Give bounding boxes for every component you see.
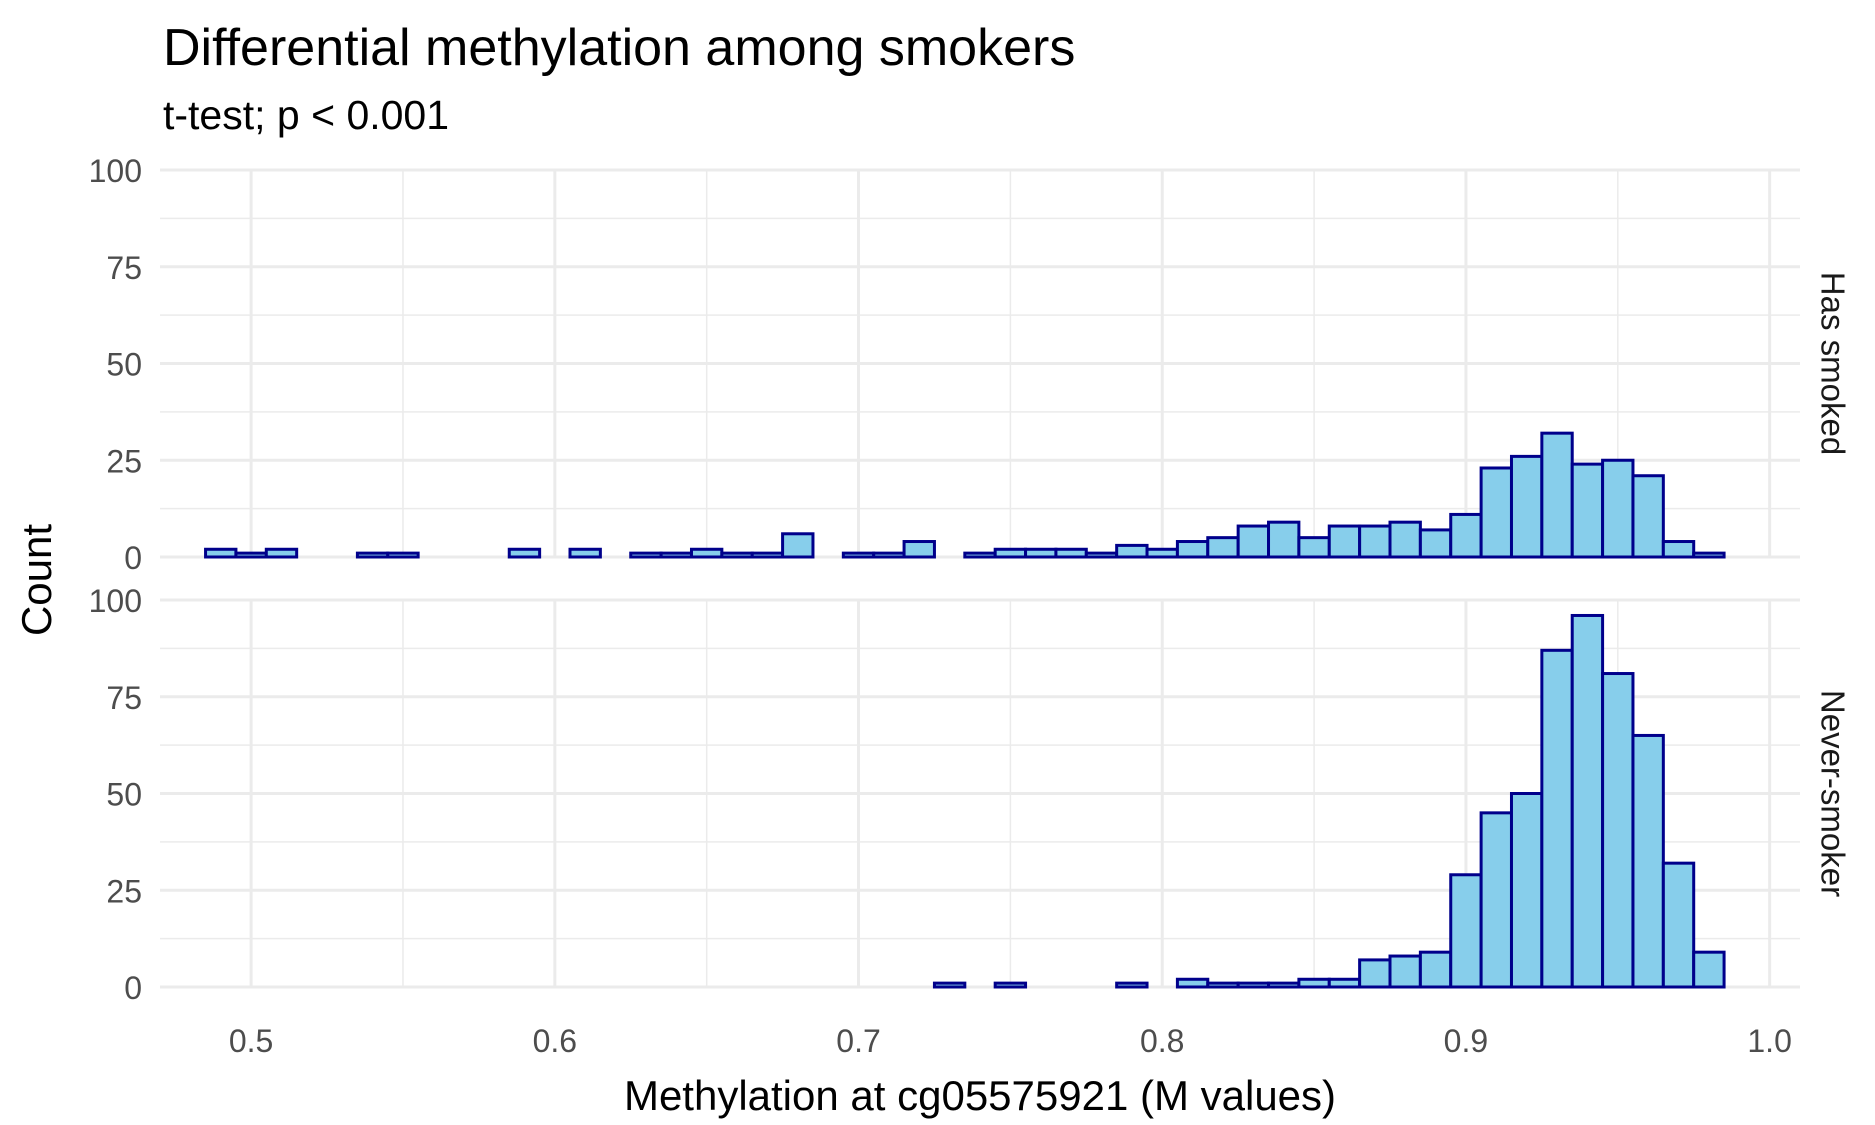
histogram-bar: [1206, 536, 1240, 559]
histogram-bar: [1631, 474, 1665, 559]
y-tick-label: 100: [89, 583, 142, 619]
histogram-bar: [1054, 547, 1088, 559]
histogram-bar: [1327, 524, 1362, 559]
histogram-bar: [1692, 950, 1726, 989]
histogram-bar: [689, 547, 724, 559]
histogram-bar: [1479, 466, 1513, 559]
histogram-bar: [1449, 512, 1483, 559]
histogram-bar: [204, 547, 238, 559]
histogram-bar: [1661, 540, 1696, 559]
histogram-bar: [1358, 958, 1392, 989]
histogram-bar: [386, 551, 420, 559]
histogram-bar: [264, 547, 299, 559]
y-tick-label: 75: [106, 250, 142, 286]
histogram-bar: [1145, 547, 1179, 559]
x-tick-label: 0.8: [1140, 1023, 1184, 1059]
histogram-bar: [902, 540, 936, 559]
histogram-bar: [993, 547, 1028, 559]
histogram-bar: [629, 551, 663, 559]
histogram-bar: [1084, 551, 1119, 559]
y-tick-label: 75: [106, 680, 142, 716]
histogram-bar: [872, 551, 906, 559]
histogram-bar: [1115, 543, 1149, 559]
histogram-bar: [720, 551, 754, 559]
histogram-bar: [659, 551, 693, 559]
y-tick-label: 0: [124, 540, 142, 576]
histogram-bar: [1388, 954, 1422, 989]
histogram-bar: [1601, 672, 1635, 989]
histogram-bar: [1631, 733, 1665, 989]
facet-strip-label: Never-smoker: [1814, 690, 1851, 897]
facet-strip-label: Has smoked: [1814, 272, 1851, 455]
y-axis-title: Count: [13, 524, 60, 636]
histogram-bar: [1358, 524, 1392, 559]
x-tick-label: 0.9: [1444, 1023, 1488, 1059]
histogram-bar: [1418, 528, 1453, 559]
histogram-bar: [993, 981, 1028, 989]
histogram-bar: [1479, 811, 1513, 989]
histogram-bar: [1692, 551, 1726, 559]
histogram-bar: [1661, 861, 1696, 989]
histogram-bar: [1601, 458, 1635, 559]
x-tick-label: 0.5: [229, 1023, 273, 1059]
histogram-bar: [1449, 873, 1483, 989]
y-tick-label: 50: [106, 347, 142, 383]
histogram-bar: [1267, 520, 1301, 559]
y-tick-label: 50: [106, 777, 142, 813]
histogram-bar: [507, 547, 542, 559]
histogram-bar: [1267, 981, 1301, 989]
y-tick-label: 25: [106, 873, 142, 909]
histogram-bar: [1115, 981, 1149, 989]
histogram-bar: [1175, 977, 1210, 989]
histogram-bar: [1206, 981, 1240, 989]
histogram-bar: [568, 547, 602, 559]
x-axis-title: Methylation at cg05575921 (M values): [624, 1072, 1336, 1119]
y-tick-label: 25: [106, 443, 142, 479]
histogram-bar: [1540, 648, 1574, 989]
histogram-bar: [1509, 792, 1544, 989]
y-tick-label: 100: [89, 153, 142, 189]
histogram-bar: [1297, 536, 1331, 559]
histogram-bar: [1327, 977, 1362, 989]
histogram-bar: [1570, 613, 1605, 989]
histogram-bar: [1297, 977, 1331, 989]
histogram-bar: [1388, 520, 1422, 559]
chart-subtitle: t-test; p < 0.001: [163, 92, 450, 138]
histogram-bar: [1540, 431, 1574, 559]
histogram-bar: [1175, 540, 1210, 559]
histogram-bar: [932, 981, 967, 989]
histogram-bar: [781, 532, 815, 559]
histogram-bar: [1418, 950, 1453, 989]
histogram-bar: [355, 551, 390, 559]
chart-title: Differential methylation among smokers: [163, 19, 1076, 77]
histogram-bar: [1024, 547, 1058, 559]
x-tick-label: 0.7: [836, 1023, 880, 1059]
x-tick-label: 1.0: [1747, 1023, 1791, 1059]
x-tick-label: 0.6: [533, 1023, 577, 1059]
histogram-bar: [1236, 524, 1271, 559]
histogram-bar: [1236, 981, 1271, 989]
histogram-bar: [1570, 462, 1605, 559]
histogram-bar: [841, 551, 876, 559]
histogram-bar: [963, 551, 997, 559]
histogram-bar: [234, 551, 268, 559]
histogram-bar: [1509, 454, 1544, 559]
y-tick-label: 0: [124, 970, 142, 1006]
histogram-bar: [750, 551, 785, 559]
